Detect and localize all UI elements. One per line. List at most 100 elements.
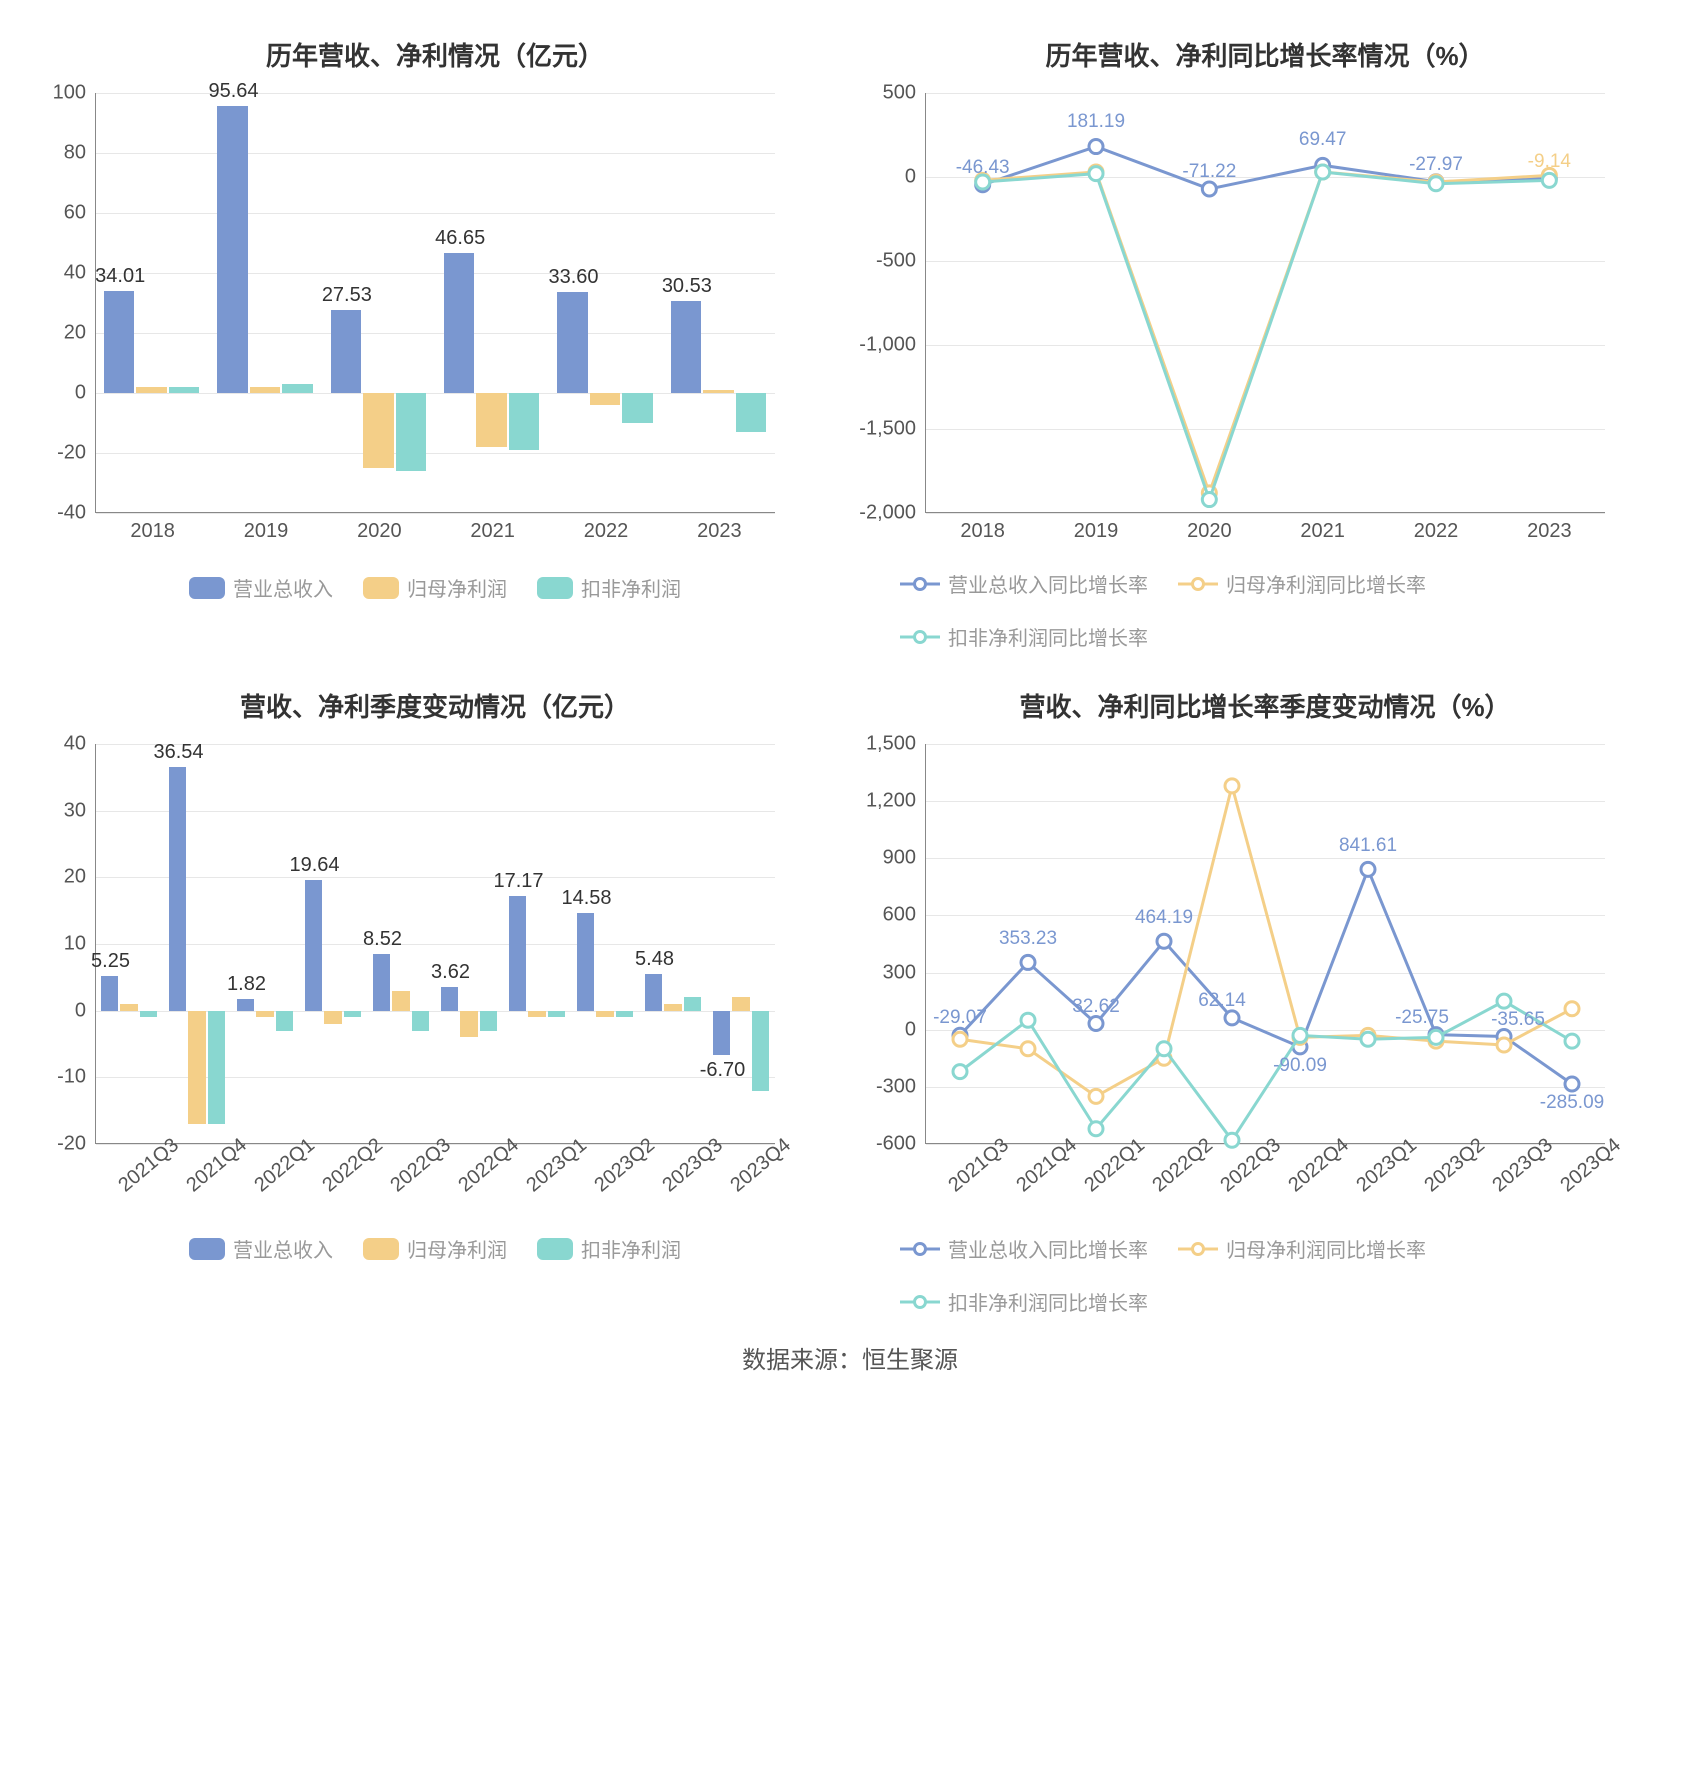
series-marker xyxy=(1021,955,1035,969)
legend-item: 归母净利润 xyxy=(363,573,507,602)
ytick-label: -20 xyxy=(57,1133,96,1156)
bar xyxy=(140,1011,157,1018)
series-marker xyxy=(1225,1133,1239,1147)
xtick-label: 2022 xyxy=(584,512,629,543)
legend-swatch xyxy=(537,1238,573,1260)
bar xyxy=(444,253,474,393)
bar xyxy=(101,976,118,1011)
bar xyxy=(363,393,393,468)
legend-item: 营业总收入同比增长率 xyxy=(900,1234,1148,1263)
xtick-label: 2023 xyxy=(697,512,742,543)
bar-value-label: 34.01 xyxy=(95,265,145,288)
bar-value-label: 5.25 xyxy=(91,950,130,973)
ytick-label: -2,000 xyxy=(859,502,926,525)
series-marker xyxy=(1565,1034,1579,1048)
point-value-label: 69.47 xyxy=(1299,129,1347,151)
ytick-label: -1,500 xyxy=(859,418,926,441)
legend: 营业总收入归母净利润扣非净利润 xyxy=(149,573,721,602)
xtick-label: 2021 xyxy=(470,512,515,543)
series-marker xyxy=(1089,167,1103,181)
legend: 营业总收入归母净利润扣非净利润 xyxy=(149,1234,721,1263)
gridline xyxy=(96,393,775,394)
chart-title: 历年营收、净利同比增长率情况（%） xyxy=(1045,36,1484,73)
ytick-label: -500 xyxy=(876,250,926,273)
point-value-label: -29.07 xyxy=(933,1007,987,1029)
bar xyxy=(622,393,652,423)
xtick-label: 2023 xyxy=(1527,512,1572,543)
series-marker xyxy=(1497,994,1511,1008)
series-marker xyxy=(1089,1122,1103,1136)
series-marker xyxy=(1157,934,1171,948)
series-marker xyxy=(1361,1032,1375,1046)
legend-swatch xyxy=(1178,1239,1218,1259)
bar xyxy=(104,291,134,393)
point-value-label: -90.09 xyxy=(1273,1055,1327,1077)
series-marker xyxy=(1497,1038,1511,1052)
ytick-label: 300 xyxy=(883,961,926,984)
series-marker xyxy=(1021,1042,1035,1056)
series-marker xyxy=(1565,1002,1579,1016)
ytick-label: 600 xyxy=(883,904,926,927)
series-marker xyxy=(953,1065,967,1079)
legend-swatch xyxy=(900,1239,940,1259)
series-marker xyxy=(1565,1077,1579,1091)
series-marker xyxy=(1293,1028,1307,1042)
chart-row-2: 营收、净利季度变动情况（亿元）-20-100102030402021Q32021… xyxy=(30,671,1670,1316)
series-marker xyxy=(1021,1013,1035,1027)
legend-item: 扣非净利润同比增长率 xyxy=(900,622,1148,651)
ytick-label: 80 xyxy=(64,142,96,165)
bar xyxy=(412,1011,429,1031)
chart-bottom-left: 营收、净利季度变动情况（亿元）-20-100102030402021Q32021… xyxy=(30,671,840,1316)
bar xyxy=(664,1004,681,1011)
bar xyxy=(509,393,539,450)
xtick-label: 2018 xyxy=(960,512,1005,543)
point-value-label: 32.62 xyxy=(1072,996,1120,1018)
legend-label: 归母净利润 xyxy=(407,573,507,602)
bar xyxy=(331,310,361,393)
bar xyxy=(557,292,587,393)
point-value-label: 841.61 xyxy=(1339,835,1397,857)
xtick-label: 2022Q4 xyxy=(443,1120,524,1197)
bar xyxy=(616,1011,633,1018)
legend-swatch xyxy=(537,577,573,599)
bar xyxy=(509,896,526,1010)
ytick-label: 30 xyxy=(64,799,96,822)
xtick-label: 2019 xyxy=(1074,512,1119,543)
bar xyxy=(713,1011,730,1056)
legend-item: 归母净利润同比增长率 xyxy=(1178,1234,1426,1263)
xtick-label: 2021Q4 xyxy=(171,1120,252,1197)
bar-value-label: 14.58 xyxy=(561,887,611,910)
bar xyxy=(208,1011,225,1124)
legend-label: 归母净利润 xyxy=(407,1234,507,1263)
point-value-label: -285.09 xyxy=(1540,1092,1604,1114)
legend-swatch xyxy=(363,577,399,599)
bar-value-label: -6.70 xyxy=(700,1059,746,1082)
bar xyxy=(344,1011,361,1018)
chart-top-right: 历年营收、净利同比增长率情况（%） -2,000-1,500-1,000-5000… xyxy=(860,20,1670,651)
gridline xyxy=(96,153,775,154)
legend-swatch xyxy=(900,1292,940,1312)
xtick-label: 2021 xyxy=(1300,512,1345,543)
ytick-label: 60 xyxy=(64,202,96,225)
bar-value-label: 1.82 xyxy=(227,973,266,996)
chart-title: 历年营收、净利情况（亿元） xyxy=(266,36,604,73)
xtick-label: 2019 xyxy=(244,512,289,543)
legend-label: 营业总收入同比增长率 xyxy=(948,1234,1148,1263)
legend-item: 营业总收入同比增长率 xyxy=(900,569,1148,598)
plot-area: -2,000-1,500-1,000-500050020182019202020… xyxy=(925,93,1605,513)
bar xyxy=(237,999,254,1011)
bar xyxy=(169,387,199,393)
legend-item: 营业总收入 xyxy=(189,1234,333,1263)
bar-value-label: 19.64 xyxy=(289,854,339,877)
ytick-label: -1,000 xyxy=(859,334,926,357)
point-value-label: -46.43 xyxy=(956,157,1010,179)
bar xyxy=(671,301,701,393)
series-marker xyxy=(1316,165,1330,179)
chart-title: 营收、净利同比增长率季度变动情况（%） xyxy=(1019,687,1510,724)
ytick-label: 40 xyxy=(64,262,96,285)
line-layer xyxy=(926,93,1606,513)
bar xyxy=(476,393,506,447)
xtick-label: 2023Q3 xyxy=(647,1120,728,1197)
bar xyxy=(250,387,280,393)
dashboard: 历年营收、净利情况（亿元）-40-20020406080100201820192… xyxy=(0,0,1700,1415)
